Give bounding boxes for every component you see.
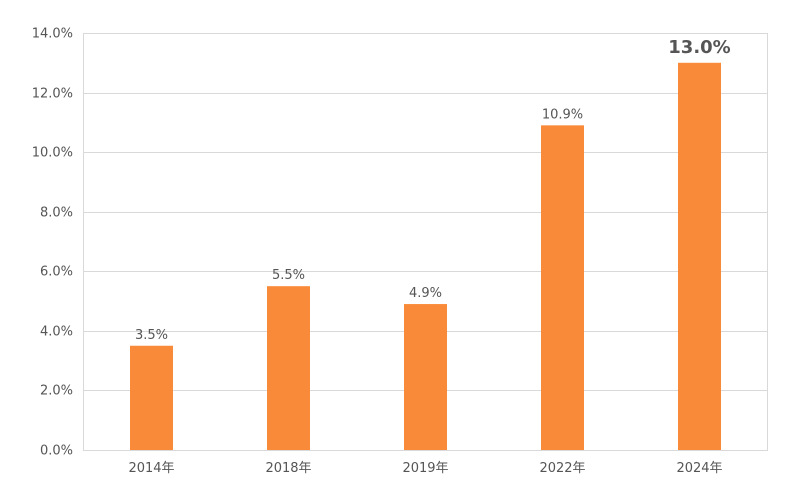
- x-axis-category-labels: 2014年 2018年 2019年 2022年 2024年: [128, 461, 722, 476]
- x-tick-label-2: 2019年: [402, 461, 448, 476]
- x-tick-label-0: 2014年: [128, 461, 174, 476]
- data-label-3: 10.9%: [542, 107, 583, 122]
- bar-2: [404, 304, 447, 450]
- x-tick-label-4: 2024年: [676, 461, 722, 476]
- y-tick-label: 8.0%: [40, 206, 73, 221]
- y-tick-label: 14.0%: [32, 27, 73, 42]
- bar-0: [130, 345, 173, 450]
- data-labels: 3.5% 5.5% 4.9% 10.9% 13.0%: [135, 37, 731, 343]
- bars: [130, 62, 721, 451]
- y-tick-label: 0.0%: [40, 444, 73, 459]
- y-tick-label: 10.0%: [32, 146, 73, 161]
- data-label-1: 5.5%: [272, 268, 305, 283]
- y-tick-label: 4.0%: [40, 325, 73, 340]
- bar-4: [678, 62, 721, 451]
- y-tick-label: 6.0%: [40, 265, 73, 280]
- gridlines: [83, 33, 768, 451]
- y-axis-tick-labels: 0.0% 2.0% 4.0% 6.0% 8.0% 10.0% 12.0% 14.0%: [32, 27, 73, 459]
- data-label-2: 4.9%: [409, 286, 442, 301]
- bar-1: [267, 286, 310, 450]
- data-label-0: 3.5%: [135, 328, 168, 343]
- bar-3: [541, 125, 584, 450]
- data-label-4: 13.0%: [668, 37, 730, 58]
- y-tick-label: 12.0%: [32, 87, 73, 102]
- x-tick-label-1: 2018年: [265, 461, 311, 476]
- x-tick-label-3: 2022年: [539, 461, 585, 476]
- y-tick-label: 2.0%: [40, 384, 73, 399]
